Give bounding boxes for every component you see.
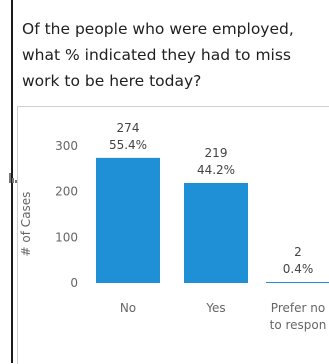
x-tick-label: No [120, 301, 136, 315]
bar-0[interactable] [96, 157, 160, 283]
bar-value-label: 219 [205, 146, 228, 160]
bar-percent-label: 55.4% [109, 138, 147, 152]
y-tick-label: 0 [70, 276, 78, 290]
y-tick-label: 300 [55, 139, 78, 153]
bar-value-label: 2 [294, 245, 302, 259]
bar-chart-icon [9, 173, 17, 183]
chart-frame [17, 106, 329, 364]
bar-percent-label: 0.4% [283, 262, 314, 276]
x-tick-label: Yes [205, 301, 225, 315]
y-tick-label: 100 [55, 230, 78, 244]
question-title: Of the people who were employed, what % … [22, 20, 294, 90]
x-tick-label: Prefer no [271, 301, 325, 315]
x-tick-label: to respon [270, 318, 327, 332]
bar-2[interactable] [266, 282, 329, 283]
bar-1[interactable] [184, 182, 248, 283]
y-tick-label: 200 [55, 185, 78, 199]
bar-percent-label: 44.2% [197, 163, 235, 177]
bar-value-label: 274 [117, 121, 140, 135]
chart-panel: Of the people who were employed, what % … [14, 0, 329, 364]
